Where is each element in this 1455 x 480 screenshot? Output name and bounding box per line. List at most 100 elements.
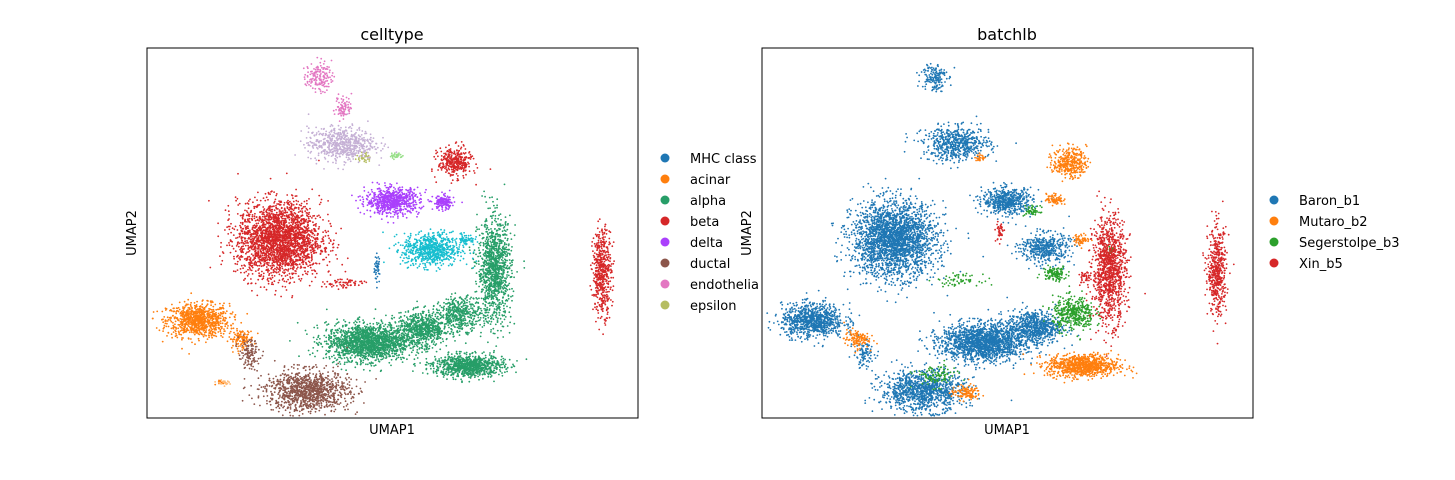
data-point [188, 353, 190, 355]
data-point [506, 254, 508, 256]
celltype-panel: celltype UMAP1 UMAP2 MHC classacinaralph… [125, 25, 759, 438]
data-point [402, 348, 404, 350]
data-point [448, 315, 450, 317]
data-point [413, 314, 415, 316]
data-point [234, 319, 236, 321]
data-point [422, 342, 424, 344]
data-point [208, 313, 210, 315]
data-point [486, 225, 488, 227]
data-point [399, 343, 401, 345]
data-point [469, 246, 471, 248]
data-point [438, 309, 440, 311]
data-point [210, 322, 212, 324]
data-point [360, 333, 362, 335]
data-point [214, 304, 216, 306]
data-point [437, 334, 439, 336]
data-point [348, 331, 350, 333]
data-point [437, 331, 439, 333]
data-point [179, 318, 181, 320]
data-point [363, 360, 365, 362]
data-point [506, 276, 508, 278]
data-point [336, 339, 338, 341]
data-point [499, 312, 501, 314]
data-point [359, 349, 361, 351]
data-point [376, 338, 378, 340]
data-point [362, 333, 364, 335]
data-point [331, 329, 333, 331]
data-point [338, 357, 340, 359]
data-point [251, 337, 253, 339]
data-point [455, 319, 457, 321]
data-point [391, 324, 393, 326]
data-point [171, 333, 173, 335]
data-point [452, 333, 454, 335]
data-point [434, 337, 436, 339]
data-point [394, 351, 396, 353]
data-point [495, 255, 497, 257]
data-point [484, 221, 486, 223]
data-point [413, 336, 415, 338]
data-point [396, 358, 398, 360]
data-point [238, 353, 240, 355]
data-point [180, 334, 182, 336]
data-point [348, 328, 350, 330]
data-point [463, 320, 465, 322]
data-point [413, 328, 415, 330]
data-point [410, 315, 412, 317]
data-point [337, 329, 339, 331]
data-point [233, 332, 235, 334]
data-point [474, 315, 476, 317]
data-point [478, 286, 480, 288]
data-point [350, 357, 352, 359]
data-point [404, 333, 406, 335]
data-point [199, 331, 201, 333]
data-point [243, 347, 245, 349]
data-point [344, 363, 346, 365]
data-point [383, 353, 385, 355]
data-point [370, 347, 372, 349]
data-point [186, 329, 188, 331]
data-point [375, 364, 377, 366]
data-point [349, 322, 351, 324]
data-point [509, 215, 511, 217]
data-point [494, 228, 496, 230]
data-point [480, 336, 482, 338]
data-point [430, 317, 432, 319]
data-point [432, 308, 434, 310]
data-point [387, 326, 389, 328]
data-point [450, 296, 452, 298]
data-point [457, 312, 459, 314]
data-point [496, 242, 498, 244]
data-point [354, 366, 356, 368]
data-point [337, 351, 339, 353]
data-point [468, 308, 470, 310]
data-point [399, 339, 401, 341]
data-point [434, 335, 436, 337]
data-point [497, 321, 499, 323]
data-point [181, 319, 183, 321]
data-point [499, 228, 501, 230]
data-point [339, 345, 341, 347]
data-point [360, 343, 362, 345]
data-point [355, 352, 357, 354]
data-point [175, 316, 177, 318]
data-point [346, 357, 348, 359]
data-point [466, 299, 468, 301]
data-point [354, 342, 356, 344]
data-point [226, 323, 228, 325]
data-point [431, 333, 433, 335]
data-point [193, 313, 195, 315]
data-point [372, 347, 374, 349]
data-point [346, 324, 348, 326]
data-point [373, 352, 375, 354]
data-point [312, 352, 314, 354]
data-point [239, 334, 241, 336]
data-point [220, 329, 222, 331]
data-point [504, 249, 506, 251]
data-point [511, 288, 513, 290]
data-point [197, 308, 199, 310]
data-point [220, 332, 222, 334]
data-point [432, 328, 434, 330]
data-point [425, 330, 427, 332]
data-point [495, 290, 497, 292]
